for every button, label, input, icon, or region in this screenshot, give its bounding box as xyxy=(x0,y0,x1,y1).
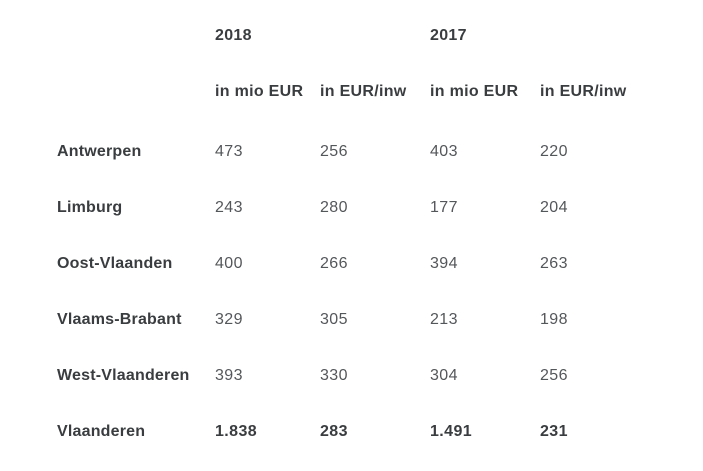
row-label: Oost-Vlaanden xyxy=(57,255,173,272)
table-row-total: Vlaanderen 1.838 283 1.491 231 xyxy=(57,404,703,460)
cell-value: 403 xyxy=(430,143,458,160)
cell-value: 198 xyxy=(540,311,568,328)
table-row: Antwerpen 473 256 403 220 xyxy=(57,124,703,180)
row-label: Vlaams-Brabant xyxy=(57,311,182,328)
cell-value: 1.491 xyxy=(430,423,473,440)
cell-value: 329 xyxy=(215,311,243,328)
table-row: Limburg 243 280 177 204 xyxy=(57,180,703,236)
cell-value: 393 xyxy=(215,367,243,384)
cell-value: 394 xyxy=(430,255,458,272)
row-label: West-Vlaanderen xyxy=(57,367,190,384)
cell-value: 256 xyxy=(320,143,348,160)
cell-value: 305 xyxy=(320,311,348,328)
cell-value: 400 xyxy=(215,255,243,272)
cell-value: 256 xyxy=(540,367,568,384)
cell-value: 280 xyxy=(320,199,348,216)
column-header: in mio EUR xyxy=(430,83,519,100)
cell-value: 204 xyxy=(540,199,568,216)
row-label: Limburg xyxy=(57,199,123,216)
row-label: Antwerpen xyxy=(57,143,142,160)
cell-value: 304 xyxy=(430,367,458,384)
column-header: in EUR/inw xyxy=(320,83,407,100)
cell-value: 177 xyxy=(430,199,458,216)
column-header: in mio EUR xyxy=(215,83,304,100)
cell-value: 266 xyxy=(320,255,348,272)
table-row: West-Vlaanderen 393 330 304 256 xyxy=(57,348,703,404)
column-header: in EUR/inw xyxy=(540,83,627,100)
table-row: Oost-Vlaanden 400 266 394 263 xyxy=(57,236,703,292)
row-label: Vlaanderen xyxy=(57,423,146,440)
cell-value: 283 xyxy=(320,423,348,440)
cell-value: 231 xyxy=(540,423,568,440)
cell-value: 1.838 xyxy=(215,423,258,440)
regional-data-table: 2018 2017 in mio EUR in EUR/inw in mio E… xyxy=(57,8,703,460)
table-row: Vlaams-Brabant 329 305 213 198 xyxy=(57,292,703,348)
cell-value: 263 xyxy=(540,255,568,272)
cell-value: 473 xyxy=(215,143,243,160)
column-header-row: in mio EUR in EUR/inw in mio EUR in EUR/… xyxy=(57,64,703,120)
cell-value: 330 xyxy=(320,367,348,384)
table-body: Antwerpen 473 256 403 220 Limburg 243 280 177 204… xyxy=(57,124,703,460)
cell-value: 213 xyxy=(430,311,458,328)
year-header-2017: 2017 xyxy=(430,27,467,44)
year-header-row: 2018 2017 xyxy=(57,8,703,64)
cell-value: 220 xyxy=(540,143,568,160)
cell-value: 243 xyxy=(215,199,243,216)
year-header-2018: 2018 xyxy=(215,27,252,44)
